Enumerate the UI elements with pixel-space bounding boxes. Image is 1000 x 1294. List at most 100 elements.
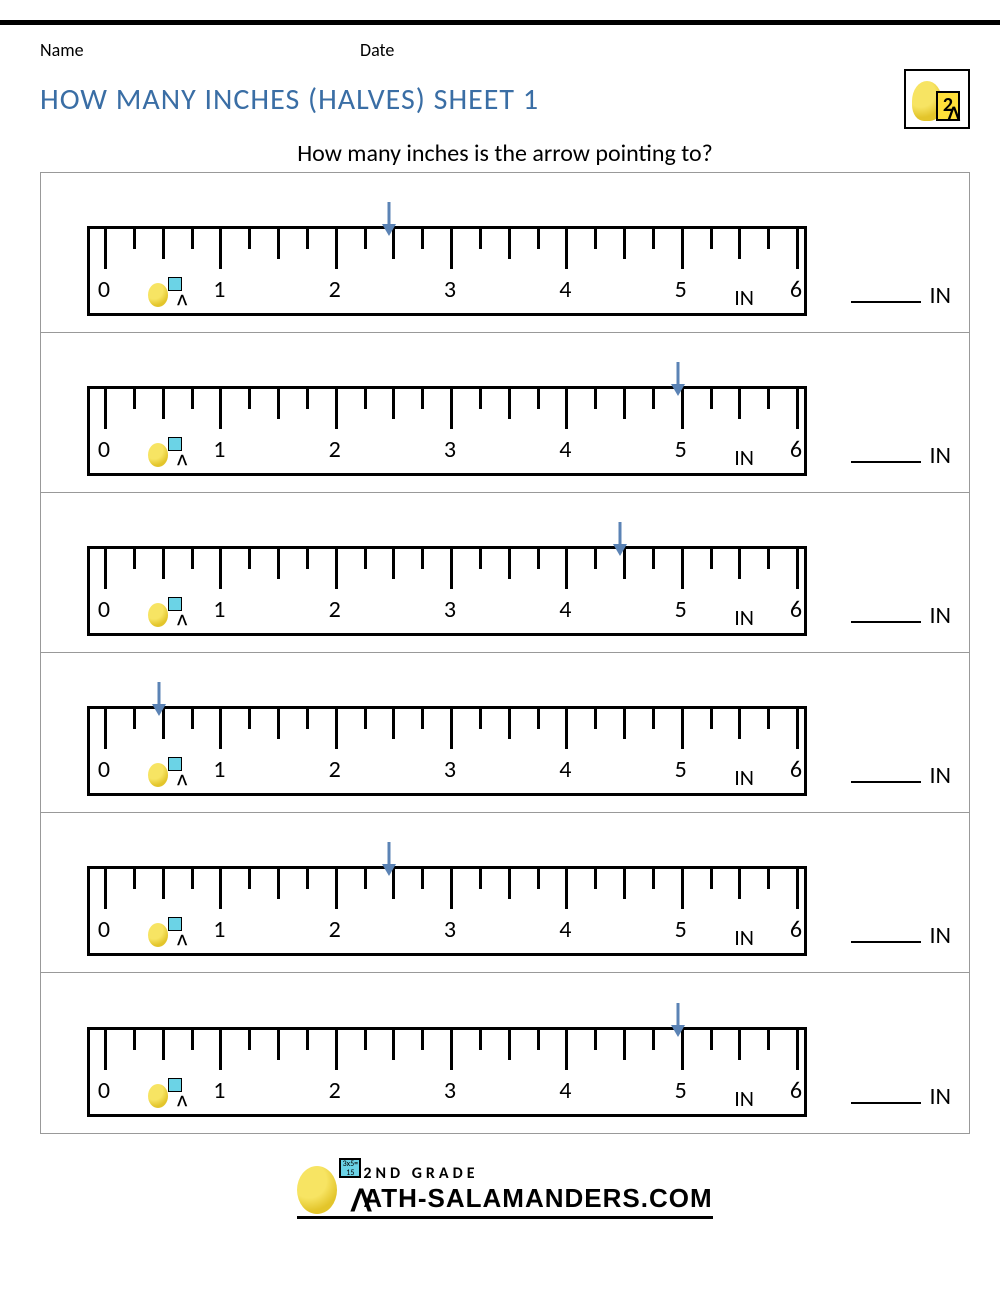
ruler-number-label: 4 <box>559 595 571 624</box>
ruler-tick <box>133 1030 136 1050</box>
answer-blank[interactable] <box>851 443 921 463</box>
ruler-tick <box>104 389 107 429</box>
ruler-number-label: 6 <box>790 435 802 464</box>
ruler-unit-label: IN <box>734 444 754 471</box>
footer-grade-text: 2ND GRADE <box>363 1164 712 1183</box>
ruler-tick <box>392 389 395 419</box>
ruler-tick <box>681 709 684 749</box>
answer-field[interactable]: IN <box>851 1082 951 1111</box>
answer-blank[interactable] <box>851 1084 921 1104</box>
ruler-tick <box>479 389 482 409</box>
ruler-tick <box>191 869 194 889</box>
header-row: Name Date <box>40 35 970 69</box>
ruler-tick <box>479 549 482 569</box>
answer-blank[interactable] <box>851 763 921 783</box>
ruler-tick <box>450 229 453 269</box>
title-row: HOW MANY INCHES (HALVES) SHEET 1 ᐱ <box>40 69 970 129</box>
answer-field[interactable]: IN <box>851 761 951 790</box>
ruler-tick <box>681 229 684 269</box>
ruler-tick <box>392 709 395 739</box>
ruler-tick <box>710 389 713 409</box>
ruler-number-label: 4 <box>559 755 571 784</box>
ruler-tick <box>306 1030 309 1050</box>
ruler-tick <box>450 549 453 589</box>
ruler-tick <box>450 709 453 749</box>
ruler-number-label: 6 <box>790 595 802 624</box>
ruler-number-label: 0 <box>98 755 110 784</box>
ruler-tick <box>652 549 655 569</box>
answer-blank[interactable] <box>851 923 921 943</box>
ruler-tick <box>738 709 741 739</box>
ruler-number-label: 5 <box>675 755 687 784</box>
ruler-tick <box>594 1030 597 1050</box>
ruler-tick <box>594 709 597 729</box>
arrow-down-icon <box>380 200 398 236</box>
ruler-tick <box>652 1030 655 1050</box>
ruler: 0123456INᐱ <box>87 686 807 796</box>
ruler-number-label: 2 <box>329 1076 341 1105</box>
ruler-salamander-icon: ᐱ <box>148 437 182 467</box>
ruler-tick <box>767 709 770 729</box>
ruler-tick <box>335 229 338 269</box>
answer-field[interactable]: IN <box>851 281 951 310</box>
footer-chalkboard-icon: 3x5= 15 <box>339 1158 361 1178</box>
ruler-number-label: 4 <box>559 1076 571 1105</box>
answer-field[interactable]: IN <box>851 601 951 630</box>
ruler-tick <box>421 549 424 569</box>
ruler-tick <box>565 389 568 429</box>
ruler-tick <box>537 1030 540 1050</box>
ruler-tick <box>623 869 626 899</box>
answer-field[interactable]: IN <box>851 441 951 470</box>
ruler-tick <box>623 1030 626 1060</box>
ruler-tick <box>767 229 770 249</box>
ruler-tick <box>277 1030 280 1060</box>
ruler-tick <box>364 549 367 569</box>
ruler-tick <box>710 869 713 889</box>
ruler-tick <box>738 389 741 419</box>
ruler-tick <box>508 389 511 419</box>
ruler-tick <box>306 709 309 729</box>
ruler-tick <box>219 389 222 429</box>
ruler-tick <box>162 549 165 579</box>
ruler-problem-panel: 0123456INᐱIN <box>41 493 969 653</box>
ruler-tick <box>796 1030 799 1070</box>
ruler-number-label: 2 <box>329 755 341 784</box>
ruler-tick <box>767 1030 770 1050</box>
ruler-tick <box>248 229 251 249</box>
ruler-tick <box>219 229 222 269</box>
answer-blank[interactable] <box>851 283 921 303</box>
answer-blank[interactable] <box>851 603 921 623</box>
ruler-number-label: 3 <box>444 275 456 304</box>
ruler-tick <box>133 709 136 729</box>
arrow-down-icon <box>669 360 687 396</box>
ruler-tick <box>738 229 741 259</box>
ruler-tick <box>796 229 799 269</box>
name-label: Name <box>40 39 360 61</box>
ruler-problem-panel: 0123456INᐱIN <box>41 973 969 1133</box>
ruler-tick <box>565 229 568 269</box>
ruler-number-label: 5 <box>675 1076 687 1105</box>
ruler-tick <box>421 1030 424 1050</box>
arrow-down-icon <box>669 1001 687 1037</box>
answer-field[interactable]: IN <box>851 921 951 950</box>
footer-easel-legs-icon: ᐱ <box>351 1183 366 1220</box>
ruler: 0123456INᐱ <box>87 1007 807 1117</box>
ruler-tick <box>421 229 424 249</box>
ruler-tick <box>421 869 424 889</box>
ruler-tick <box>104 1030 107 1070</box>
ruler-tick <box>392 549 395 579</box>
ruler-tick <box>277 389 280 419</box>
ruler-tick <box>191 229 194 249</box>
ruler-tick <box>681 869 684 909</box>
ruler-number-label: 1 <box>213 275 225 304</box>
ruler-number-label: 4 <box>559 915 571 944</box>
ruler-number-label: 3 <box>444 435 456 464</box>
ruler-tick <box>594 229 597 249</box>
ruler-tick <box>191 389 194 409</box>
ruler-tick <box>450 389 453 429</box>
ruler-tick <box>537 389 540 409</box>
ruler-tick <box>508 1030 511 1060</box>
ruler-tick <box>364 389 367 409</box>
ruler-tick <box>392 1030 395 1060</box>
ruler-number-label: 1 <box>213 435 225 464</box>
